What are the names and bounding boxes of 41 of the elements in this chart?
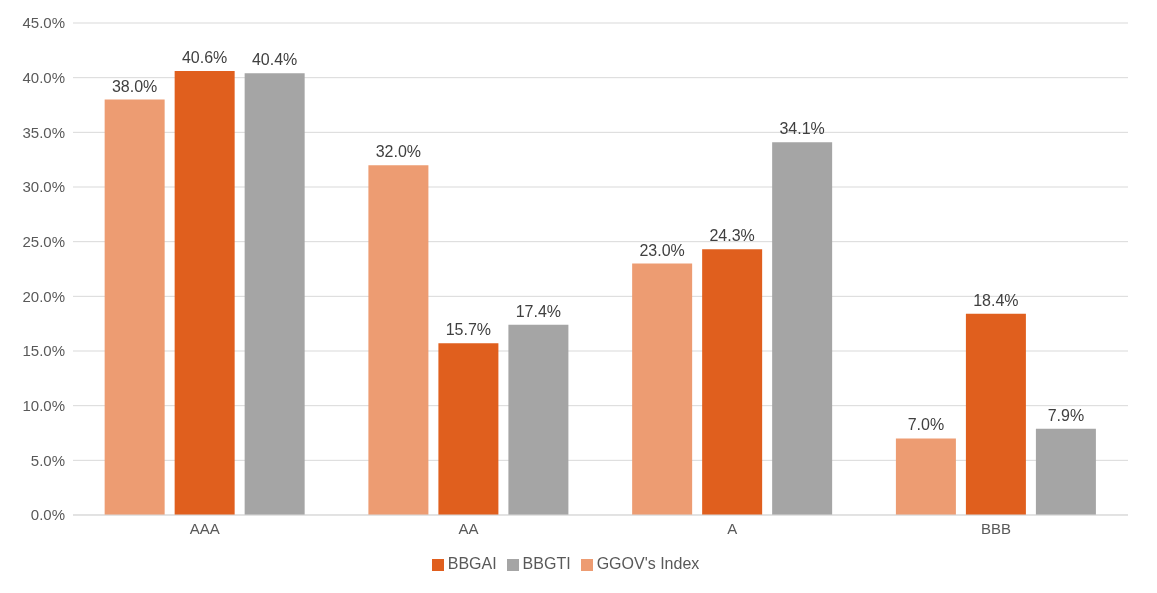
x-tick-label: A [727, 519, 738, 537]
bar [174, 71, 235, 515]
data-label: 7.0% [907, 416, 945, 434]
bar [244, 73, 305, 515]
data-label: 7.9% [1047, 406, 1085, 424]
legend-label: BBGAI [447, 555, 497, 572]
data-label: 40.4% [251, 51, 298, 69]
bar [508, 324, 569, 515]
y-tick-label: 45.0% [22, 14, 65, 32]
bar [368, 165, 429, 515]
data-label: 17.4% [515, 302, 562, 320]
y-tick-label: 20.0% [22, 287, 65, 305]
y-tick-label: 10.0% [22, 396, 65, 414]
data-label: 40.6% [181, 49, 228, 67]
bar [438, 343, 499, 515]
data-label: 23.0% [639, 241, 685, 259]
legend-label: BBGTI [522, 555, 571, 572]
bar [702, 249, 763, 515]
data-label: 24.3% [709, 227, 755, 245]
bar [965, 313, 1026, 515]
bar [1035, 428, 1096, 515]
y-tick-label: 15.0% [22, 342, 65, 360]
y-tick-label: 5.0% [30, 451, 65, 469]
data-label: 38.0% [111, 77, 158, 95]
x-tick-label: AA [458, 519, 479, 537]
bar [772, 142, 833, 515]
x-tick-label: AAA [189, 519, 220, 537]
y-tick-label: 40.0% [22, 68, 65, 86]
x-tick-label: BBB [981, 519, 1012, 537]
data-label: 32.0% [375, 143, 422, 161]
data-label: 34.1% [779, 120, 825, 138]
legend-label: GGOV's Index [596, 555, 700, 572]
bar [104, 99, 165, 515]
bar [632, 263, 693, 515]
y-tick-label: 0.0% [30, 506, 65, 524]
y-tick-label: 30.0% [22, 178, 65, 196]
y-tick-label: 25.0% [22, 232, 65, 250]
y-tick-label: 35.0% [22, 123, 65, 141]
bar [895, 438, 956, 515]
data-label: 18.4% [973, 291, 1019, 309]
data-label: 15.7% [445, 321, 492, 339]
